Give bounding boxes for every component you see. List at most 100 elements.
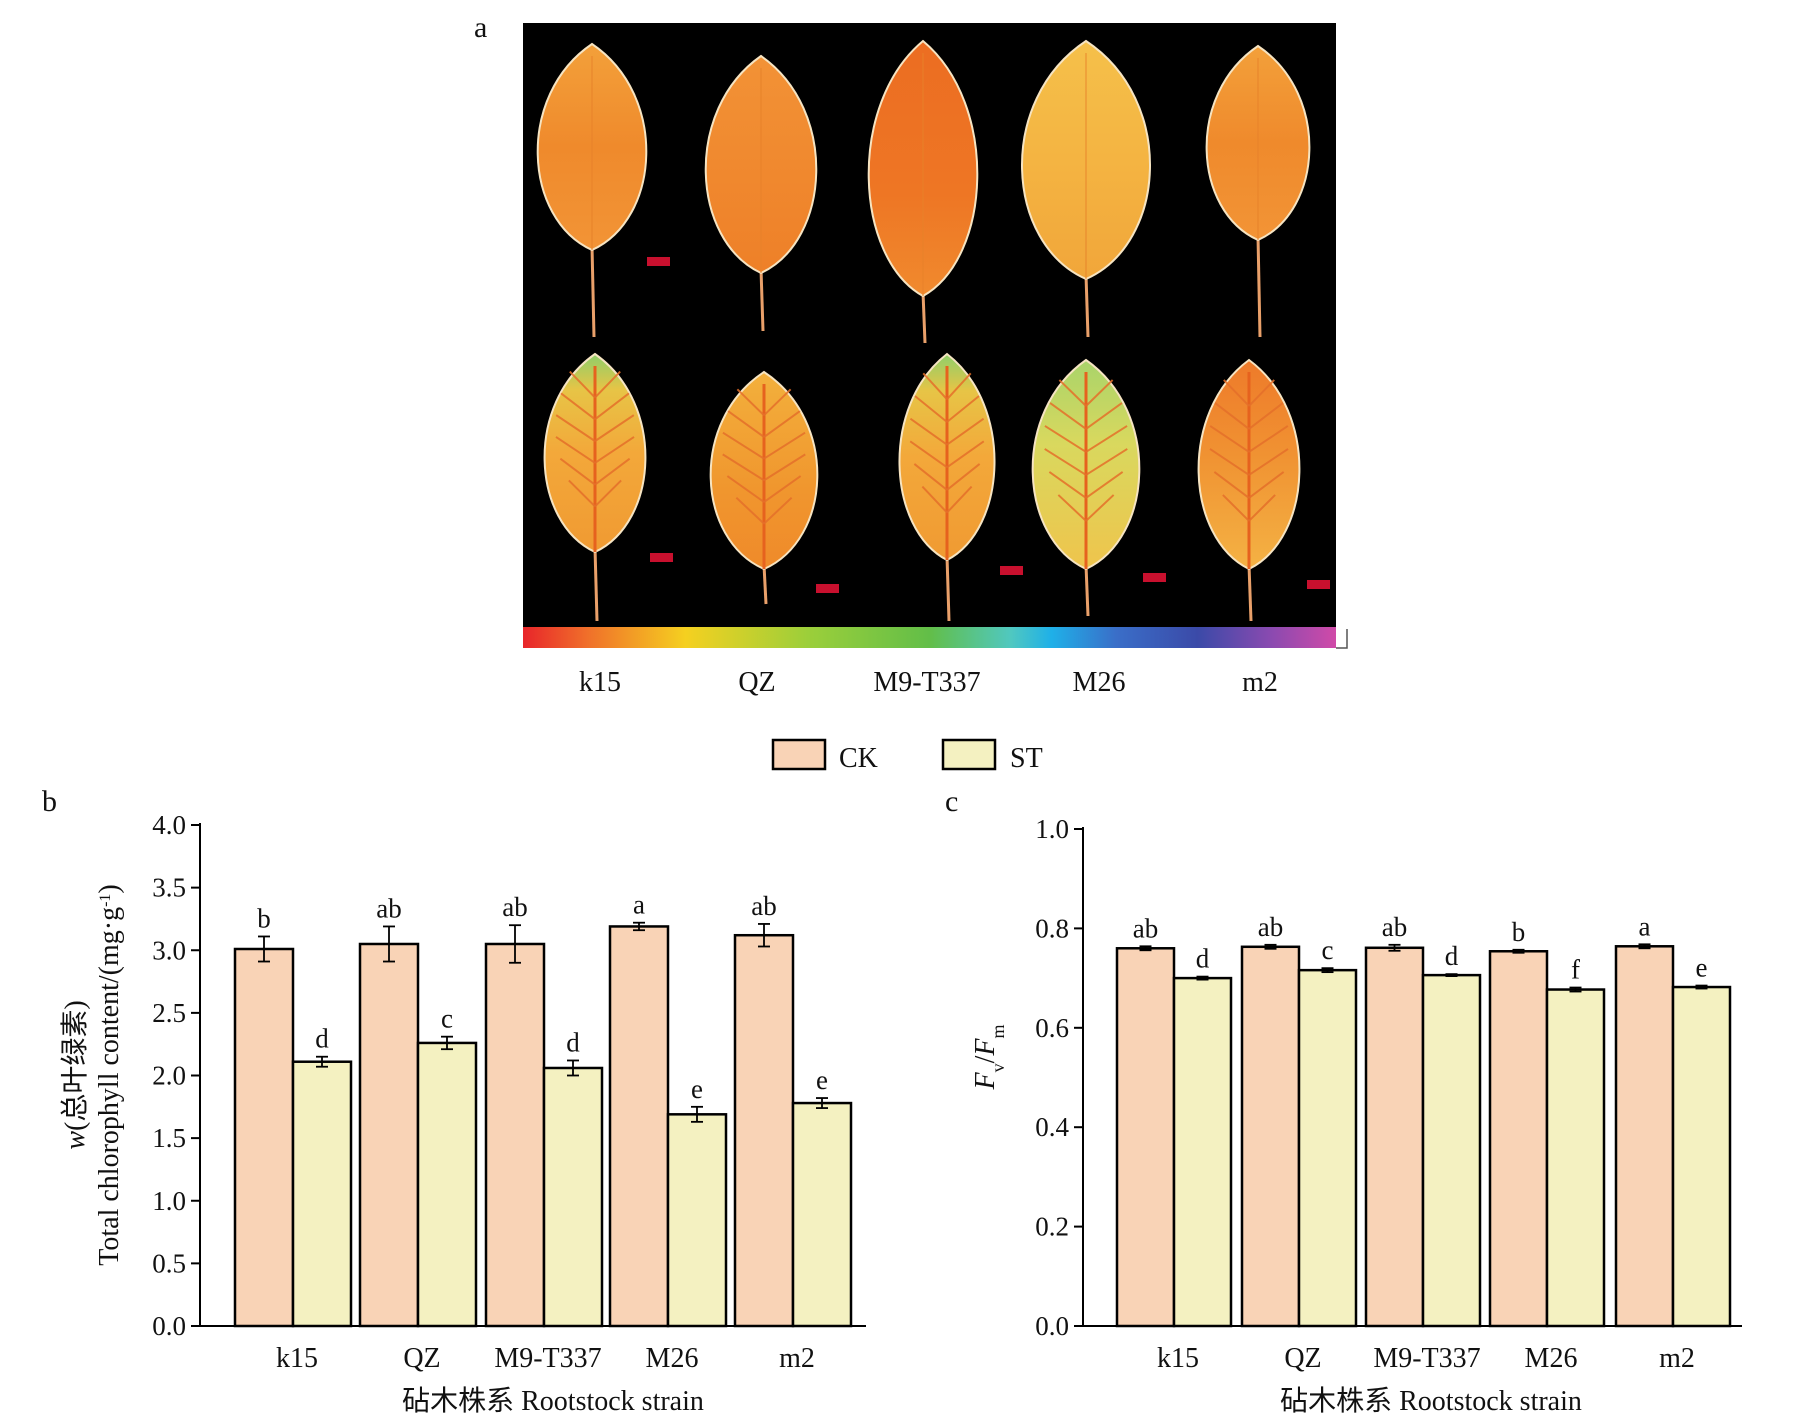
y-tick-label: 0.5	[152, 1248, 186, 1278]
leaf-vein	[594, 414, 635, 442]
leaf-vein	[946, 372, 972, 400]
error-bar	[1388, 943, 1401, 952]
leaf-vein	[763, 431, 806, 460]
leaf-vein	[1044, 425, 1087, 453]
leaf-vein	[763, 453, 806, 482]
leaf-top-m9-t337	[867, 39, 979, 344]
color-scale-end-tick	[1336, 629, 1348, 649]
significance-letter: ab	[1258, 912, 1283, 942]
leaf-vein	[914, 395, 948, 423]
bar-ck-m9-t337	[1364, 946, 1425, 1328]
leaf-vein	[736, 388, 765, 417]
significance-letter: ab	[1133, 913, 1158, 943]
x-axis-title-c: 砧木株系 Rootstock strain	[1280, 1385, 1582, 1417]
significance-letter: ab	[376, 893, 401, 923]
leaf-vein	[560, 392, 596, 421]
scale-tag	[1307, 580, 1330, 589]
legend-label-st: ST	[1010, 743, 1043, 774]
panel-label-a: a	[474, 11, 487, 44]
leaf-vein	[555, 436, 596, 464]
leaf-vein	[569, 370, 596, 399]
chart-fv-fm: ab ab ab b a d c d f e 0.0 0.2 0.4 0.6 0.8 1.0 k15 QZ M9-T…	[970, 814, 1742, 1374]
error-bar	[1321, 967, 1334, 974]
leaf-vein	[1085, 425, 1128, 453]
bar-ck-m26	[608, 925, 670, 1328]
leaf-vein	[722, 453, 765, 482]
rootstock-label-m9-t337: M9-T337	[873, 667, 980, 698]
petiole	[1256, 235, 1262, 338]
rootstock-label-k15: k15	[579, 667, 621, 698]
leaf-top-m26	[1021, 39, 1151, 338]
leaf-vein	[594, 436, 635, 464]
petiole	[759, 268, 765, 332]
legend-swatch-ck	[771, 738, 827, 771]
petiole	[1084, 564, 1090, 617]
error-bar	[1638, 943, 1651, 950]
leaf-vein	[763, 410, 801, 438]
leaf-vein	[1085, 379, 1114, 407]
significance-letter: c	[441, 1004, 453, 1034]
y-tick-label: 0.0	[152, 1311, 186, 1341]
bar-st-k15	[1172, 976, 1233, 1328]
y-tick-label: 1.0	[1035, 814, 1069, 844]
bar-ck-k15	[1115, 947, 1176, 1328]
y-tick-label: 4.0	[152, 810, 186, 840]
panel-label-b: b	[42, 785, 57, 818]
bar-ck-k15	[233, 947, 295, 1328]
significance-letter: a	[633, 890, 645, 920]
y-tick-label: 0.8	[1035, 913, 1069, 943]
petiole	[945, 555, 951, 622]
error-bar	[316, 1055, 328, 1068]
bar-st-m9-t337	[542, 1066, 604, 1328]
significance-letter: d	[1445, 941, 1459, 971]
error-bar	[258, 935, 270, 963]
error-bar	[816, 1097, 828, 1109]
rootstock-label-m26: M26	[1073, 667, 1126, 698]
significance-letter: c	[1322, 935, 1334, 965]
leaf-bottom-m9-t337	[898, 352, 996, 622]
bar-st-m9-t337	[1421, 973, 1482, 1328]
y-tick-label: 0.0	[1035, 1311, 1069, 1341]
scale-tag	[1143, 573, 1166, 582]
leaf-vein	[1049, 402, 1087, 430]
bar-st-m26	[1545, 988, 1606, 1328]
x-tick-label: m2	[779, 1343, 815, 1374]
x-tick-label: M9-T337	[1373, 1343, 1480, 1374]
y-tick-label: 3.0	[152, 935, 186, 965]
leaf-vein	[555, 414, 596, 442]
leaf-bottom-qz	[709, 370, 819, 605]
panel-label-c: c	[945, 785, 958, 818]
error-bar	[633, 921, 645, 932]
x-tick-label: M26	[1525, 1343, 1578, 1374]
leaf-vein	[1223, 379, 1250, 407]
leaf-vein	[946, 417, 985, 446]
leaf-vein	[909, 440, 948, 469]
bar-st-m2	[1671, 985, 1732, 1328]
leaf-vein	[1048, 471, 1087, 499]
bar-st-m26	[666, 1113, 728, 1328]
scale-tag	[650, 553, 673, 562]
bar-st-m2	[791, 1101, 853, 1328]
x-axis-title-b: 砧木株系 Rootstock strain	[402, 1385, 704, 1417]
y-axis-title: w(总叶绿素)	[59, 1000, 91, 1149]
significance-letter: ab	[502, 892, 527, 922]
y-tick-label: 1.0	[152, 1186, 186, 1216]
leaf-vein	[1248, 379, 1275, 407]
leaf-bottom-m26	[1031, 358, 1141, 617]
leaf-vein	[763, 475, 802, 503]
significance-letter: e	[691, 1074, 703, 1104]
significance-letter: d	[1196, 944, 1210, 974]
bar-st-qz	[1297, 968, 1358, 1328]
leaf-vein	[1085, 448, 1128, 476]
significance-letter: e	[1696, 953, 1708, 983]
petiole	[921, 291, 927, 344]
x-tick-label: M26	[646, 1343, 699, 1374]
leaf-vein	[727, 410, 765, 438]
leaf-vein	[1214, 402, 1250, 430]
petiole	[590, 245, 596, 338]
bar-ck-qz	[1240, 945, 1301, 1328]
leaf-top-m2	[1205, 44, 1311, 338]
significance-letter: d	[315, 1024, 329, 1054]
leaf-vein	[946, 440, 985, 469]
rootstock-label-qz: QZ	[738, 667, 775, 698]
